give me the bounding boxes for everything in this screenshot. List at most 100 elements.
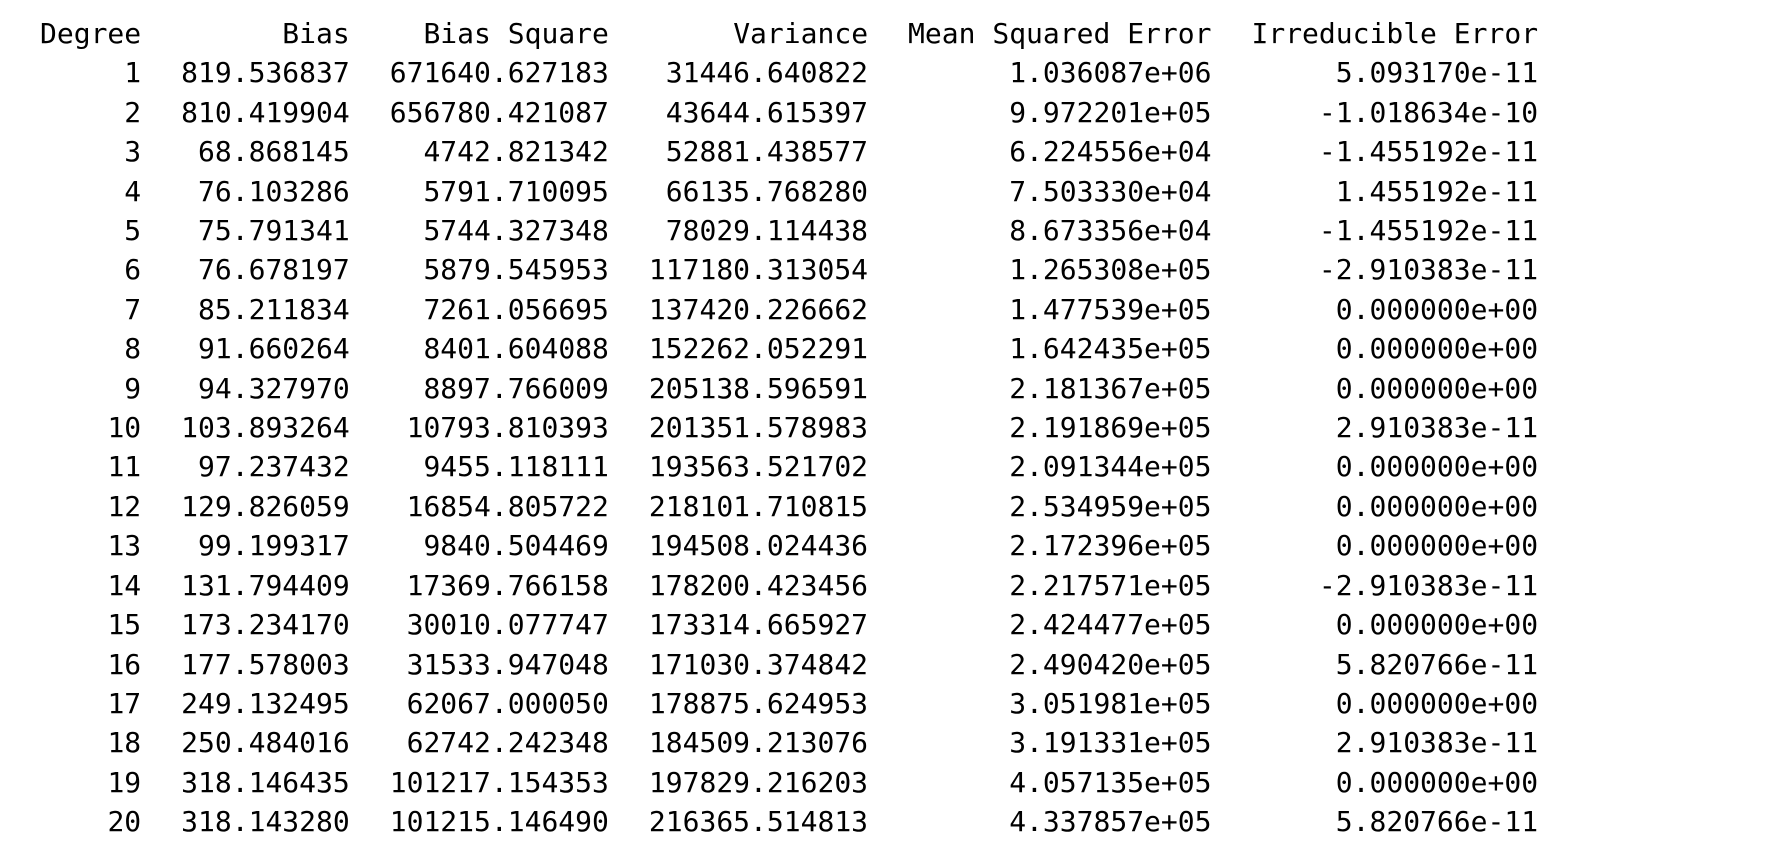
column-header-irreducible-error: Irreducible Error (1251, 17, 1539, 50)
cell-mean-squared-error: 1.265308e+05 (1009, 253, 1212, 287)
cell-variance: 184509.213076 (648, 726, 869, 760)
cell-bias-square: 31533.947048 (406, 647, 609, 681)
cell-bias-square: 5791.710095 (423, 174, 609, 208)
cell-irreducible-error: -2.910383e-11 (1318, 253, 1539, 287)
cell-irreducible-error: 0.000000e+00 (1335, 371, 1539, 405)
table-row: 17 249.132495 62067.000050 178875.624953 3.0… (40, 684, 1538, 723)
table-row: 10 103.893264 10793.810393 201351.578983 2.1… (40, 408, 1538, 447)
cell-bias: 76.678197 (198, 253, 350, 287)
cell-irreducible-error: 0.000000e+00 (1335, 686, 1539, 720)
cell-mean-squared-error: 2.091344e+05 (1009, 450, 1212, 484)
cell-bias: 129.826059 (181, 489, 350, 523)
cell-degree: 18 (107, 726, 142, 760)
header-row: Degree Bias Bias Square Variance Mean Sq… (40, 14, 1538, 53)
cell-variance: 137420.226662 (648, 292, 869, 326)
table-row: 5 75.791341 5744.327348 78029.114438 8.67335… (40, 211, 1538, 250)
cell-variance: 52881.438577 (665, 135, 869, 169)
cell-bias: 75.791341 (198, 214, 350, 248)
cell-irreducible-error: -1.018634e-10 (1318, 95, 1539, 129)
cell-bias: 97.237432 (198, 450, 350, 484)
cell-irreducible-error: 5.820766e-11 (1335, 647, 1539, 681)
cell-bias: 99.199317 (198, 529, 350, 563)
cell-mean-squared-error: 8.673356e+04 (1009, 214, 1212, 248)
cell-variance: 117180.313054 (648, 253, 869, 287)
column-header-variance: Variance (733, 17, 869, 50)
cell-bias: 68.868145 (198, 135, 350, 169)
cell-bias: 91.660264 (198, 332, 350, 366)
table-row: 7 85.211834 7261.056695 137420.226662 1.4775… (40, 290, 1538, 329)
column-header-degree: Degree (40, 17, 142, 50)
cell-bias-square: 5879.545953 (423, 253, 609, 287)
cell-degree: 11 (107, 450, 142, 484)
cell-degree: 8 (124, 332, 142, 366)
cell-irreducible-error: -1.455192e-11 (1318, 214, 1539, 248)
cell-bias-square: 62742.242348 (406, 726, 609, 760)
cell-degree: 14 (107, 568, 142, 602)
cell-degree: 12 (107, 489, 142, 523)
cell-bias: 819.536837 (181, 56, 350, 90)
cell-bias-square: 101217.154353 (389, 765, 609, 799)
cell-degree: 15 (107, 608, 142, 642)
cell-bias: 177.578003 (181, 647, 350, 681)
column-header-bias: Bias (282, 17, 350, 50)
column-header-bias-square: Bias Square (423, 17, 609, 50)
cell-irreducible-error: -2.910383e-11 (1318, 568, 1539, 602)
cell-mean-squared-error: 1.642435e+05 (1009, 332, 1212, 366)
cell-mean-squared-error: 2.424477e+05 (1009, 608, 1212, 642)
cell-mean-squared-error: 2.217571e+05 (1009, 568, 1212, 602)
cell-variance: 218101.710815 (648, 489, 869, 523)
table-row: 14 131.794409 17369.766158 178200.423456 2.2… (40, 566, 1538, 605)
cell-bias-square: 9455.118111 (423, 450, 609, 484)
cell-variance: 178875.624953 (648, 686, 869, 720)
cell-variance: 78029.114438 (665, 214, 869, 248)
cell-irreducible-error: 0.000000e+00 (1335, 292, 1539, 326)
cell-mean-squared-error: 1.036087e+06 (1009, 56, 1212, 90)
cell-variance: 193563.521702 (648, 450, 869, 484)
cell-degree: 3 (124, 135, 142, 169)
cell-bias: 94.327970 (198, 371, 350, 405)
cell-bias-square: 656780.421087 (389, 95, 609, 129)
cell-degree: 13 (107, 529, 142, 563)
cell-bias-square: 30010.077747 (406, 608, 609, 642)
cell-bias: 810.419904 (181, 95, 350, 129)
cell-variance: 152262.052291 (648, 332, 869, 366)
cell-bias-square: 9840.504469 (423, 529, 609, 563)
table-row: 1 819.536837 671640.627183 31446.640822 1.03… (40, 53, 1538, 92)
cell-bias: 249.132495 (181, 686, 350, 720)
table-row: 20 318.143280 101215.146490 216365.514813 4.… (40, 802, 1538, 841)
cell-mean-squared-error: 6.224556e+04 (1009, 135, 1212, 169)
cell-irreducible-error: 2.910383e-11 (1335, 726, 1539, 760)
cell-variance: 201351.578983 (648, 411, 869, 445)
cell-bias-square: 16854.805722 (406, 489, 609, 523)
cell-bias-square: 62067.000050 (406, 686, 609, 720)
cell-irreducible-error: 0.000000e+00 (1335, 608, 1539, 642)
table-row: 6 76.678197 5879.545953 117180.313054 1.2653… (40, 250, 1538, 289)
cell-degree: 19 (107, 765, 142, 799)
table-row: 16 177.578003 31533.947048 171030.374842 2.4… (40, 645, 1538, 684)
cell-mean-squared-error: 9.972201e+05 (1009, 95, 1212, 129)
table-row: 8 91.660264 8401.604088 152262.052291 1.6424… (40, 329, 1538, 368)
table-row: 3 68.868145 4742.821342 52881.438577 6.22455… (40, 132, 1538, 171)
cell-mean-squared-error: 7.503330e+04 (1009, 174, 1212, 208)
cell-bias: 318.146435 (181, 765, 350, 799)
cell-irreducible-error: 1.455192e-11 (1335, 174, 1539, 208)
cell-bias-square: 5744.327348 (423, 214, 609, 248)
table-body: 1 819.536837 671640.627183 31446.640822 1.03… (40, 53, 1538, 841)
cell-bias: 173.234170 (181, 608, 350, 642)
cell-bias-square: 8401.604088 (423, 332, 609, 366)
cell-degree: 1 (124, 56, 142, 90)
cell-bias-square: 8897.766009 (423, 371, 609, 405)
cell-variance: 173314.665927 (648, 608, 869, 642)
table-row: 12 129.826059 16854.805722 218101.710815 2.5… (40, 487, 1538, 526)
table-header: Degree Bias Bias Square Variance Mean Sq… (40, 14, 1538, 53)
cell-bias: 318.143280 (181, 805, 350, 839)
cell-variance: 216365.514813 (648, 805, 869, 839)
table-row: 9 94.327970 8897.766009 205138.596591 2.1813… (40, 369, 1538, 408)
cell-irreducible-error: 0.000000e+00 (1335, 765, 1539, 799)
cell-irreducible-error: 0.000000e+00 (1335, 450, 1539, 484)
cell-degree: 9 (124, 371, 142, 405)
column-header-mean-squared-error: Mean Squared Error (908, 17, 1212, 50)
table-row: 2 810.419904 656780.421087 43644.615397 9.97… (40, 93, 1538, 132)
cell-bias-square: 7261.056695 (423, 292, 609, 326)
